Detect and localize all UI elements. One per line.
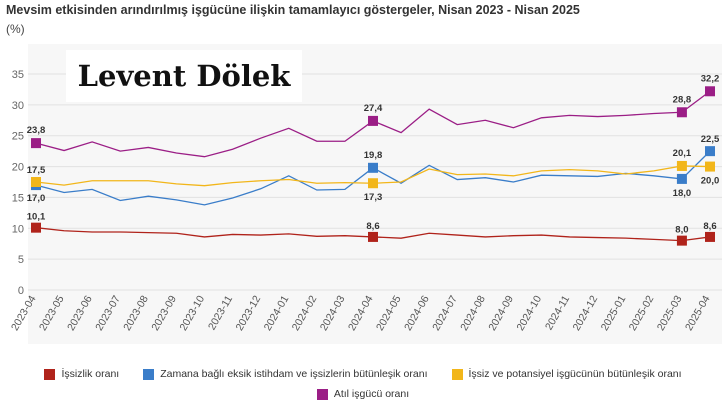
series-group <box>31 86 715 246</box>
data-point-marker <box>705 231 715 242</box>
legend-label: İşsiz ve potansiyel işgücünün bütünleşik… <box>468 368 682 380</box>
data-point-marker <box>676 160 687 171</box>
legend-swatch-yellow <box>451 368 463 380</box>
legend: İşsizlik oranı Zamana bağlı eksik istihd… <box>0 368 726 408</box>
data-label: 23,8 <box>27 125 46 136</box>
legend-item-atil[interactable]: Atıl işgücü oranı <box>316 388 410 400</box>
data-point-marker <box>705 86 715 97</box>
unit-label: (%) <box>6 22 25 36</box>
y-tick-label: 5 <box>18 254 24 266</box>
data-label: 19,8 <box>364 150 383 161</box>
y-tick-label: 25 <box>12 131 24 143</box>
data-label: 8,6 <box>366 221 379 232</box>
data-point-marker <box>31 177 41 187</box>
legend-swatch-red <box>44 368 56 380</box>
data-point-marker <box>368 178 378 189</box>
data-point-marker <box>368 162 378 173</box>
y-tick-label: 15 <box>12 192 24 204</box>
data-label: 8,6 <box>703 221 716 232</box>
data-label: 20,0 <box>701 176 720 187</box>
y-axis: 0 5 10 15 20 25 30 35 <box>12 69 24 297</box>
data-point-marker <box>31 222 41 233</box>
data-point-marker <box>705 146 715 157</box>
data-label: 27,4 <box>364 103 383 114</box>
data-point-marker <box>676 235 687 246</box>
legend-label: Atıl işgücü oranı <box>333 388 410 400</box>
legend-item-potansiyel[interactable]: İşsiz ve potansiyel işgücünün bütünleşik… <box>451 368 682 380</box>
data-label: 28,8 <box>673 94 692 105</box>
data-label: 17,5 <box>27 165 46 176</box>
data-point-marker <box>705 161 715 172</box>
watermark-logo: Levent Dölek <box>66 50 302 102</box>
chart-title: Mevsim etkisinden arındırılmış işgücüne … <box>6 3 580 17</box>
data-point-marker <box>676 173 687 184</box>
legend-item-issizlik[interactable]: İşsizlik oranı <box>44 368 119 380</box>
data-point-marker <box>368 231 378 242</box>
data-label: 10,1 <box>27 212 46 223</box>
data-point-marker <box>676 107 687 118</box>
data-point-marker <box>368 115 378 126</box>
data-label: 8,0 <box>675 225 688 236</box>
y-tick-label: 35 <box>12 69 24 81</box>
legend-item-zamana-bagli[interactable]: Zamana bağlı eksik istihdam ve işsizleri… <box>143 368 428 380</box>
data-label: 32,2 <box>701 73 720 84</box>
legend-swatch-purple <box>316 388 328 400</box>
data-labels: 10,1 8,6 8,0 8,6 17,0 19,8 18,0 22,5 17,5 17,3 20,… <box>27 73 720 235</box>
y-tick-label: 0 <box>18 285 24 297</box>
data-label: 17,3 <box>364 192 383 203</box>
data-label: 20,1 <box>673 148 692 159</box>
legend-label: İşsizlik oranı <box>61 368 120 380</box>
y-tick-label: 10 <box>12 223 24 235</box>
data-label: 17,0 <box>27 193 46 204</box>
data-point-marker <box>31 138 41 149</box>
data-label: 18,0 <box>673 188 692 199</box>
legend-swatch-blue <box>143 368 155 380</box>
y-tick-label: 30 <box>12 100 24 112</box>
legend-label: Zamana bağlı eksik istihdam ve işsizleri… <box>160 368 428 380</box>
data-label: 22,5 <box>701 134 720 145</box>
y-tick-label: 20 <box>12 162 24 174</box>
